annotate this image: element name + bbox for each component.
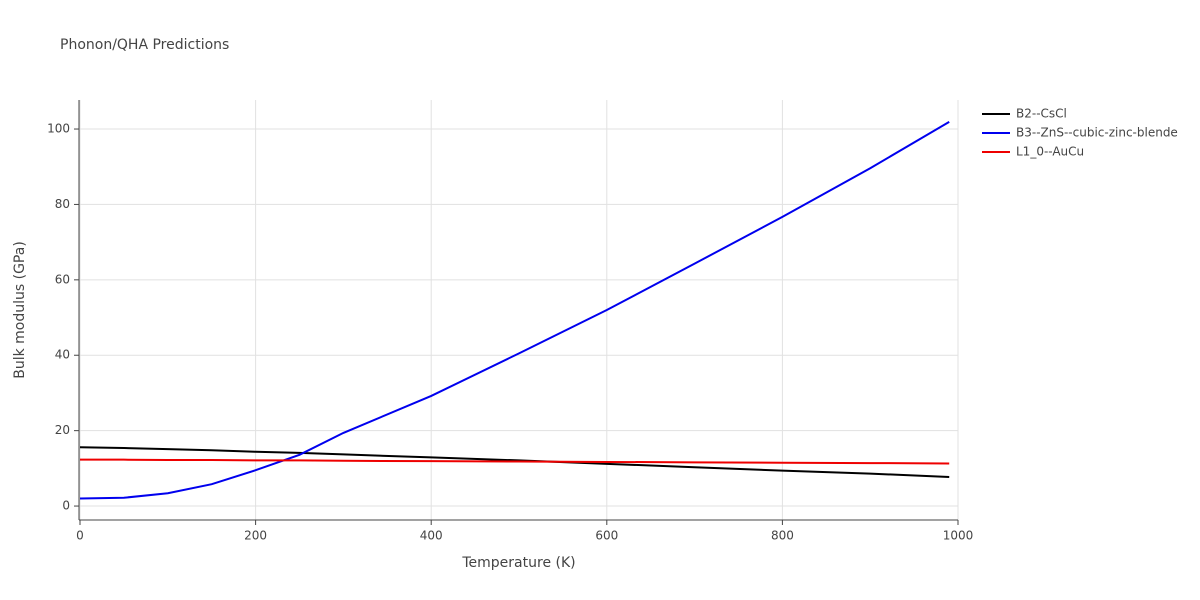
legend-label: B2--CsCl (1016, 107, 1067, 121)
y-tick-label: 60 (55, 272, 70, 286)
y-tick-label: 20 (55, 423, 70, 437)
y-tick-label: 80 (55, 197, 70, 211)
y-tick-label: 100 (47, 122, 70, 136)
x-tick-label: 800 (771, 529, 794, 543)
x-tick-label: 1000 (943, 529, 974, 543)
x-tick-label: 600 (595, 529, 618, 543)
legend-label: L1_0--AuCu (1016, 145, 1084, 159)
x-tick-label: 200 (244, 529, 267, 543)
x-tick-label: 0 (76, 529, 84, 543)
x-tick-label: 400 (420, 529, 443, 543)
series-line (79, 446, 950, 479)
chart-title: Phonon/QHA Predictions (60, 37, 229, 53)
grid (79, 100, 959, 520)
y-tick-label: 0 (62, 499, 70, 513)
y-tick-label: 40 (55, 348, 70, 362)
x-axis-label: Temperature (K) (461, 555, 575, 571)
series-line (80, 458, 950, 465)
series-line (79, 121, 950, 500)
y-axis-label: Bulk modulus (GPa) (12, 241, 28, 379)
legend-label: B3--ZnS--cubic-zinc-blende (1016, 126, 1178, 140)
